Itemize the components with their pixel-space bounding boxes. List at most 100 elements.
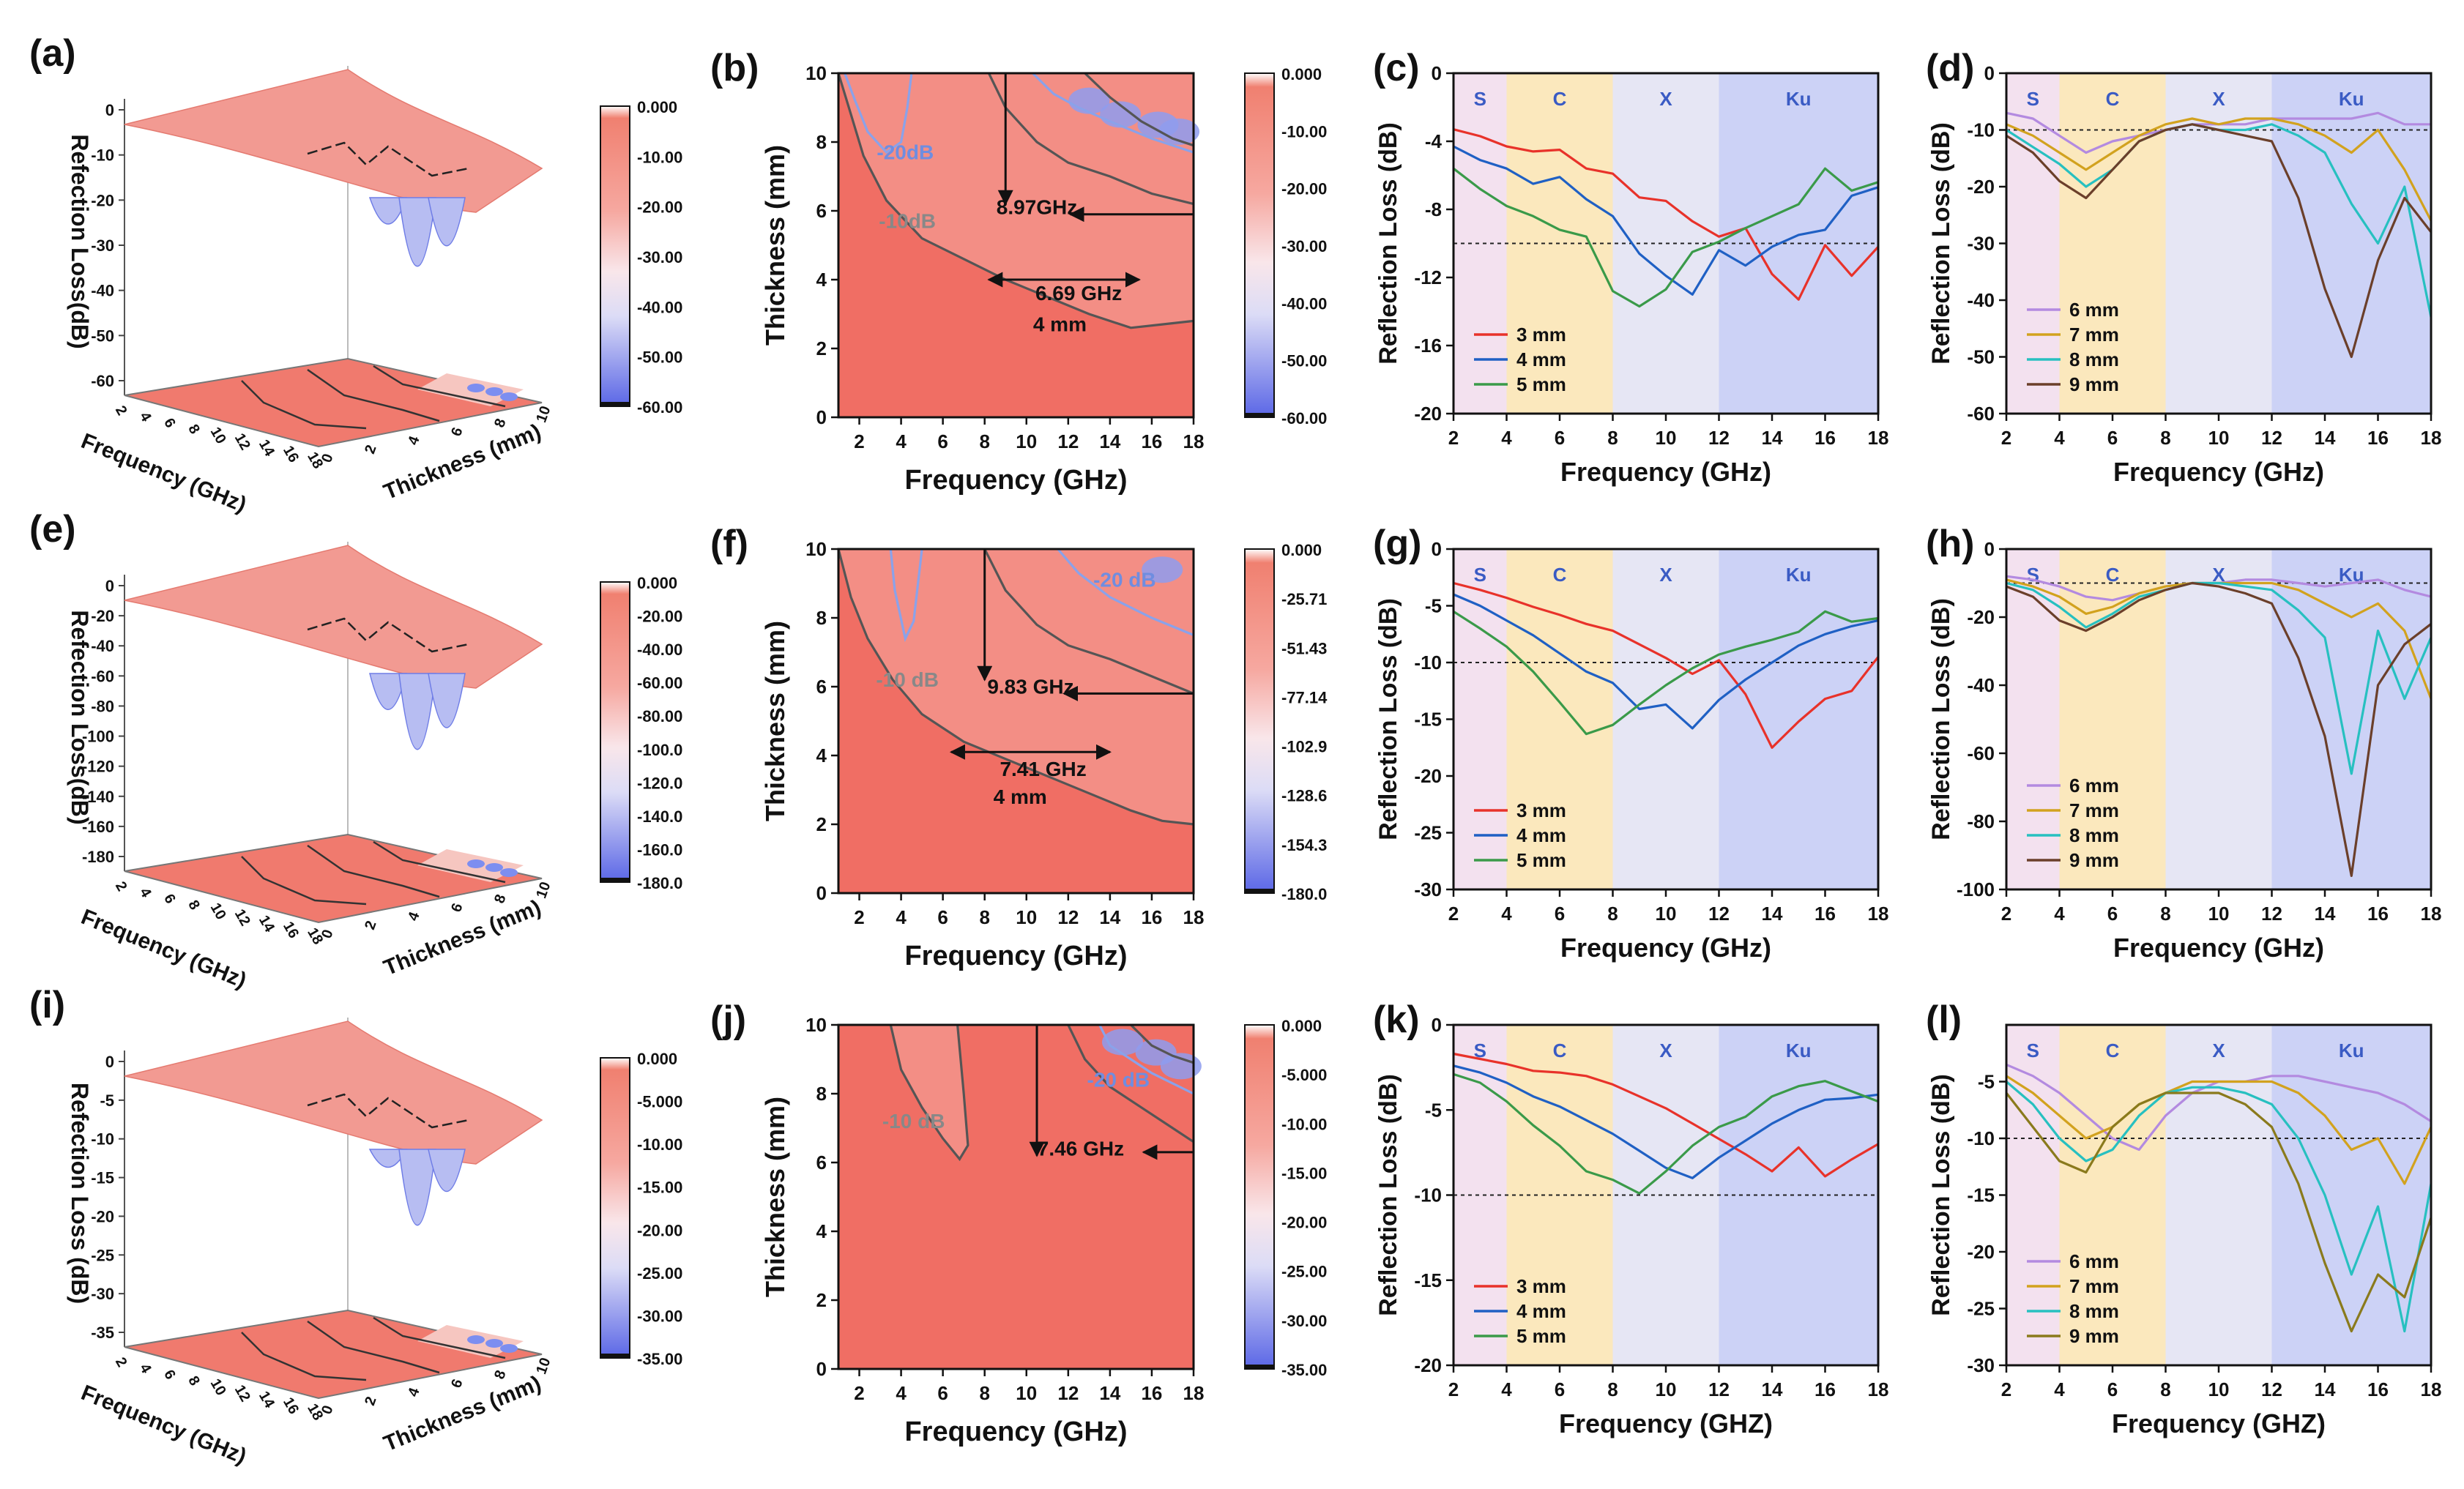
y-tick-label: 10 (533, 880, 554, 900)
y-tick-label: 4 (405, 1385, 423, 1399)
colorbar-tick-label: -102.9 (1281, 738, 1327, 756)
band-label: X (1659, 1040, 1672, 1061)
y-tick-label: -40 (1967, 289, 1995, 311)
x-tick-label: 4 (2054, 903, 2065, 925)
x-tick-label: 8 (1607, 427, 1618, 449)
x-tick-label: 12 (2261, 427, 2282, 449)
colorbar-tick-label: -10.00 (637, 148, 682, 166)
colorbar: 0.000 -20.00 -40.00 -60.00 -80.00 -100.0 -120.… (600, 574, 682, 892)
x-tick-label: 4 (136, 885, 155, 900)
x-tick-label: 14 (2315, 1378, 2336, 1400)
y-tick-label: -25 (1414, 822, 1442, 844)
surface-sheet (124, 545, 543, 689)
legend-label: 6 mm (2069, 299, 2119, 321)
legend-label: 5 mm (1516, 1325, 1566, 1347)
x-tick-label: 12 (1057, 906, 1079, 928)
colorbar-tick-label: -25.00 (1281, 1263, 1327, 1281)
x-axis-label: Frequency (GHz) (2113, 933, 2324, 963)
colorbar-tick-label: -30.00 (637, 248, 682, 266)
colorbar-tick-label: 0.000 (1281, 541, 1322, 559)
y-axis-label: Thickness (mm) (760, 621, 790, 821)
y-tick-label: -5 (1425, 595, 1442, 617)
x-tick-label: 10 (1016, 906, 1037, 928)
x-tick-label: 16 (2367, 1378, 2389, 1400)
y-tick-label: -10 (1967, 1127, 1995, 1149)
surface-sheet (124, 69, 543, 213)
y-axis-label: Thickness (mm) (760, 1097, 790, 1297)
y-tick-label: 2 (816, 813, 827, 835)
y-tick-label: -15 (1414, 709, 1442, 731)
x-tick-label: 14 (2315, 427, 2336, 449)
y-tick-label: -20 (1414, 1354, 1442, 1376)
colorbar-tick-label: -20.00 (637, 198, 682, 217)
surface-contour-line (307, 617, 469, 653)
x-tick-label: 10 (207, 425, 229, 447)
x-tick-label: 6 (937, 1382, 948, 1404)
band-label: S (1474, 1040, 1486, 1061)
x-tick-label: 12 (231, 430, 253, 452)
contour-region (838, 73, 1194, 328)
surface-dip (428, 197, 466, 247)
floor-contour-line (241, 1332, 367, 1381)
band-label: C (2106, 564, 2120, 586)
contour-chart-b: -20dB -10dB 8.97GHz 6.69 GHz 4 mm 2 4 6 8 10 12 14 1… (710, 47, 1204, 496)
y-tick-label: -20 (1414, 403, 1442, 425)
y-tick-label: -50 (1967, 346, 1995, 368)
x-tick-label: 4 (896, 1382, 907, 1404)
series-line-8mm (2006, 581, 2433, 775)
y-tick-label: -10 (1414, 1184, 1442, 1206)
contour-line (983, 548, 1194, 695)
y-tick-label: -80 (1967, 810, 1995, 832)
x-tick-label: 16 (280, 1395, 302, 1417)
y-tick-label: -10 (1967, 119, 1995, 141)
z-tick-label: -25 (91, 1246, 114, 1264)
y-tick-label: 2 (816, 337, 827, 359)
x-tick-label: 10 (207, 1376, 229, 1398)
band-label: S (1474, 88, 1486, 110)
z-tick-label: -160 (82, 818, 114, 836)
panel-label: (k) (1373, 999, 1420, 1041)
series-line-8mm (2005, 1081, 2433, 1333)
x-tick-label: 2 (1448, 1378, 1459, 1400)
colorbar-tick-label: -154.3 (1281, 836, 1327, 854)
series-line-3mm (1453, 1052, 1879, 1178)
contour-minimum-blob (1102, 1029, 1143, 1056)
x-tick-label: 14 (1099, 906, 1120, 928)
contour-level-label: -20 dB (1093, 569, 1156, 592)
line-chart-g: S C X Ku 2 4 6 8 10 12 14 16 18 0 -5 -10 -15 -20 -25 -30 Fre… (1373, 523, 1888, 963)
colorbar-tick-label: -10.00 (1281, 122, 1327, 141)
y-tick-label: -20 (1414, 765, 1442, 787)
contour-region (890, 1025, 1194, 1160)
y-tick-label: -12 (1414, 266, 1442, 288)
x-axis-label: Frequency (GHz) (2113, 457, 2324, 487)
z-tick-label: -60 (91, 667, 114, 685)
y-tick-label: 0 (816, 1358, 827, 1380)
x-tick-label: 12 (1708, 1378, 1730, 1400)
colorbar-bar (600, 1057, 630, 1359)
x-tick-label: 8 (2160, 427, 2170, 449)
y-tick-label: -30 (1414, 878, 1442, 900)
y-tick-label: 4 (405, 909, 423, 923)
contour-chart-j: -10 dB -20 dB 7.46 GHz 2 4 6 8 10 12 14 16 18 0 2 4 6 8 1… (710, 999, 1204, 1447)
y-tick-label: -25 (1967, 1298, 1995, 1320)
x-tick-label: 18 (2421, 1378, 2442, 1400)
y-tick-label: 2 (362, 443, 379, 456)
floor-contour-line (241, 856, 367, 906)
contour-line (1067, 1024, 1194, 1143)
y-axis-label: Reflection Loss (dB) (1374, 1074, 1402, 1316)
colorbar-tick-label: -35.00 (1281, 1361, 1327, 1379)
y-tick-label: 8 (816, 607, 827, 629)
x-tick-label: 4 (136, 409, 155, 425)
band-label: Ku (1786, 88, 1812, 110)
contour-line (889, 1024, 969, 1162)
series-line-5mm (1453, 1072, 1879, 1195)
panel-label: (a) (29, 32, 76, 75)
plot-frame (837, 548, 1195, 895)
x-tick-label: 18 (2421, 903, 2442, 925)
panel-label: (i) (29, 984, 65, 1026)
contour-chart-f: -20 dB -10 dB 9.83 GHz 7.41 GHz 4 mm 2 4 6 8 10 12… (710, 523, 1204, 971)
z-tick-label: -5 (100, 1091, 114, 1110)
colorbar-tick-label: -128.6 (1281, 787, 1327, 805)
x-tick-label: 6 (2107, 427, 2118, 449)
x-axis-label: Frequency (GHz) (904, 941, 1127, 971)
